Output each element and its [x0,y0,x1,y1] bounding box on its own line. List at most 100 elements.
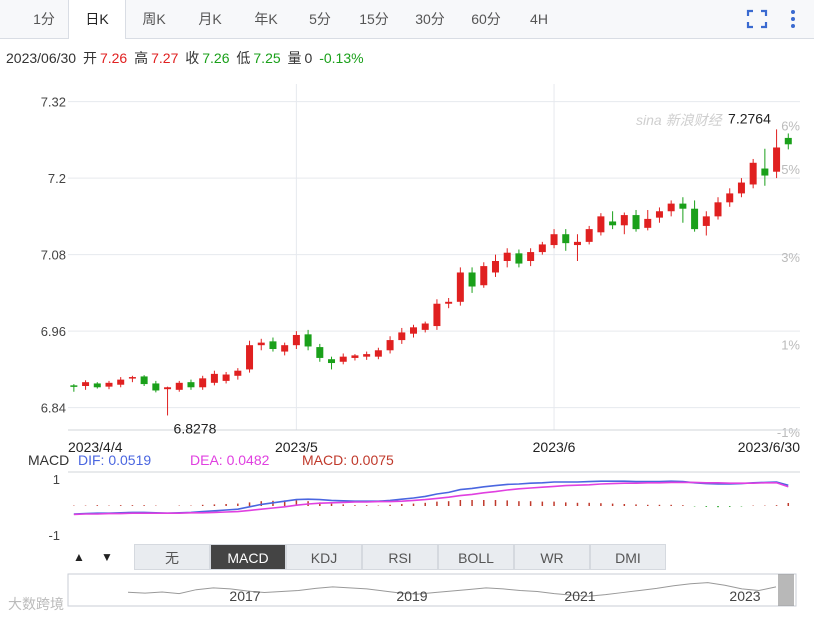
candle-body [562,234,570,244]
candle-body [70,385,78,387]
candle-body [339,356,347,362]
indicator-dmi[interactable]: DMI [590,544,666,570]
navigator-year-label: 2017 [229,588,260,604]
max-price-label: 7.2764 [728,110,771,126]
candle-body [351,355,359,358]
y-tick-label: 6.96 [41,324,66,339]
indicator-macd[interactable]: MACD [210,544,286,570]
candle-body [421,323,429,330]
volume-value: 0 [304,50,313,66]
candle-body [737,182,745,194]
open-value: 7.26 [99,50,128,66]
candle-body [550,234,558,246]
low-value: 7.25 [253,50,281,66]
candle-body [187,382,195,388]
candle-body [199,378,207,388]
pct-tick-label: -1% [777,425,801,440]
candle-body [456,272,464,302]
tab-5min[interactable]: 5分 [309,11,331,27]
open-label: 开 [82,50,97,66]
candle-body [726,193,734,203]
x-tick-label: 2023/5 [275,439,318,455]
tab-15min[interactable]: 15分 [359,11,389,27]
macd-dea-label: DEA: 0.0482 [190,452,270,468]
sina-watermark: sina 新浪财经 [636,112,722,128]
more-vertical-icon[interactable] [782,9,804,29]
candle-body [128,377,136,379]
indicator-wr[interactable]: WR [514,544,590,570]
indicator-none[interactable]: 无 [134,544,210,570]
candle-body [386,340,394,351]
candle-body [749,162,757,185]
y-tick-label: 7.2 [48,171,66,186]
candle-body [691,208,699,230]
tab-weekly-k[interactable]: 周K [142,11,166,27]
candle-body [93,383,101,388]
candle-body [152,383,160,391]
scroll-down-icon[interactable]: ▼ [101,550,113,564]
candle-body [468,272,476,287]
navigator-year-label: 2023 [729,588,760,604]
tab-1min[interactable]: 1分 [33,11,55,27]
macd-tick-label: -1 [48,528,60,543]
navigator-line [127,582,777,597]
indicator-rsi[interactable]: RSI [362,544,438,570]
candle-body [175,382,183,390]
tab-yearly-k[interactable]: 年K [254,11,278,27]
candle-body [328,359,336,364]
candle-body [679,203,687,209]
dea-line [73,481,789,516]
tab-30min[interactable]: 30分 [415,11,445,27]
fullscreen-icon[interactable] [746,9,768,29]
candle-body [234,370,242,376]
candle-body [620,215,628,226]
candle-body [164,387,172,390]
volume-label: 量 [287,50,302,66]
navigator-year-label: 2021 [564,588,595,604]
candle-body [316,347,324,358]
candle-body [644,218,652,228]
candle-body [210,373,218,383]
candle-body [222,374,230,381]
macd-value-label: MACD: 0.0075 [302,452,394,468]
high-label: 高 [134,50,149,66]
pct-tick-label: 3% [781,250,800,265]
candle-body [304,334,312,347]
x-tick-label: 2023/4/4 [68,439,123,455]
tab-4h[interactable]: 4H [530,11,548,27]
candle-body [363,354,371,357]
indicator-kdj[interactable]: KDJ [286,544,362,570]
tab-60min[interactable]: 60分 [471,11,501,27]
bottom-watermark: 大数跨境 [8,596,64,612]
indicator-boll[interactable]: BOLL [438,544,514,570]
candle-body [105,382,113,387]
candle-body [632,215,640,230]
candle-body [433,303,441,327]
min-price-label: 6.8278 [174,420,217,436]
candle-body [374,350,382,357]
y-tick-label: 7.08 [41,248,66,263]
tab-monthly-k[interactable]: 月K [198,11,222,27]
candle-body [140,376,148,385]
x-tick-label: 2023/6 [533,439,576,455]
macd-title: MACD [28,452,69,468]
quote-date: 2023/06/30 [6,50,77,66]
high-value: 7.27 [151,50,179,66]
period-tab-bar: 1分 日K 周K 月K 年K 5分 15分 30分 60分 4H [0,0,814,39]
tab-daily-k[interactable]: 日K [68,0,126,39]
candle-body [398,332,406,341]
x-tick-label: 2023/6/30 [738,439,800,455]
dif-line [73,480,789,515]
scroll-left-icon[interactable]: ▲ [73,550,85,564]
candle-body [480,266,488,286]
change-percent: -0.13% [319,50,364,66]
candle-body [269,341,277,350]
candle-body [773,147,781,172]
candle-body [597,216,605,233]
candle-body [714,202,722,217]
candle-body [246,345,254,370]
navigator-selection-handle[interactable] [778,574,794,606]
pct-tick-label: 5% [781,162,800,177]
